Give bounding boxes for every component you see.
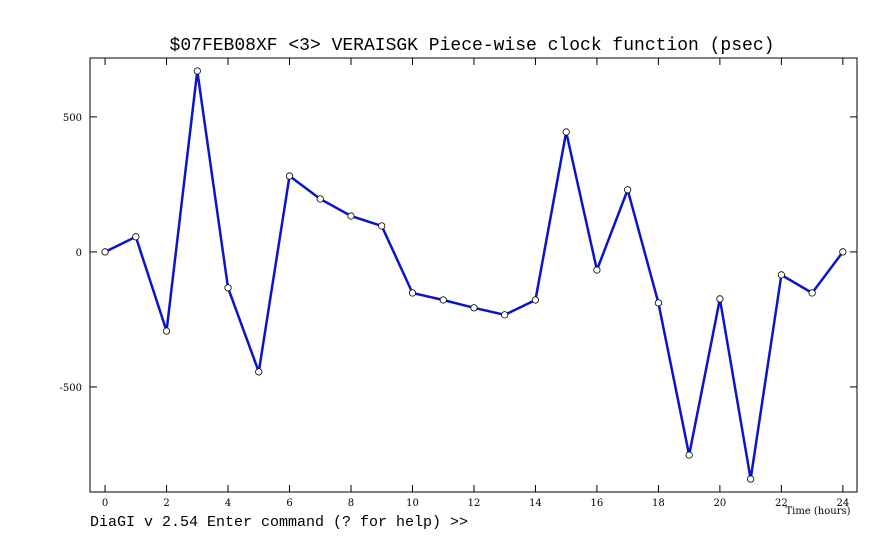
data-point <box>470 304 478 312</box>
data-point <box>716 295 724 303</box>
data-point <box>654 299 663 307</box>
x-tick-label: 10 <box>406 498 419 509</box>
data-point <box>378 222 386 230</box>
x-tick-label: 20 <box>714 498 727 509</box>
data-point <box>839 248 847 256</box>
x-tick-label: 8 <box>348 498 354 509</box>
data-point <box>316 195 324 203</box>
x-axis-label: Time (hours) <box>785 506 850 517</box>
x-tick-label: 22 <box>775 498 788 509</box>
data-point <box>501 311 509 319</box>
chart-title: $07FEB08XF <3> VERAISGK Piece-wise clock… <box>170 36 775 56</box>
x-tick-label: 16 <box>591 498 604 509</box>
data-point <box>685 451 693 459</box>
data-point <box>347 212 355 220</box>
x-tick-label: 12 <box>468 498 481 509</box>
x-tick-label: 4 <box>225 498 231 509</box>
data-point <box>439 296 447 304</box>
command-prompt: DiaGI v 2.54 Enter command (? for help) … <box>90 514 468 531</box>
y-tick-label: 500 <box>63 113 82 124</box>
x-tick-label: 24 <box>836 498 849 509</box>
x-tick-label: 14 <box>529 498 542 509</box>
data-point <box>777 271 785 279</box>
x-tick-label: 0 <box>102 498 108 509</box>
x-tick-label: 18 <box>652 498 665 509</box>
data-point <box>747 475 755 483</box>
data-point <box>101 248 109 256</box>
data-point <box>531 296 540 304</box>
data-point <box>408 289 417 297</box>
x-tick-label: 6 <box>286 498 292 509</box>
data-point <box>808 289 816 297</box>
data-point <box>255 368 263 376</box>
data-point <box>562 128 570 136</box>
data-point <box>162 327 171 335</box>
y-tick-label: -500 <box>60 383 82 394</box>
data-point <box>224 284 232 292</box>
data-point <box>285 172 294 180</box>
data-point <box>593 266 601 274</box>
data-point <box>132 233 140 241</box>
x-tick-label: 2 <box>163 498 169 509</box>
data-point <box>193 67 201 75</box>
y-tick-label: 0 <box>76 248 82 259</box>
data-point <box>624 186 632 194</box>
